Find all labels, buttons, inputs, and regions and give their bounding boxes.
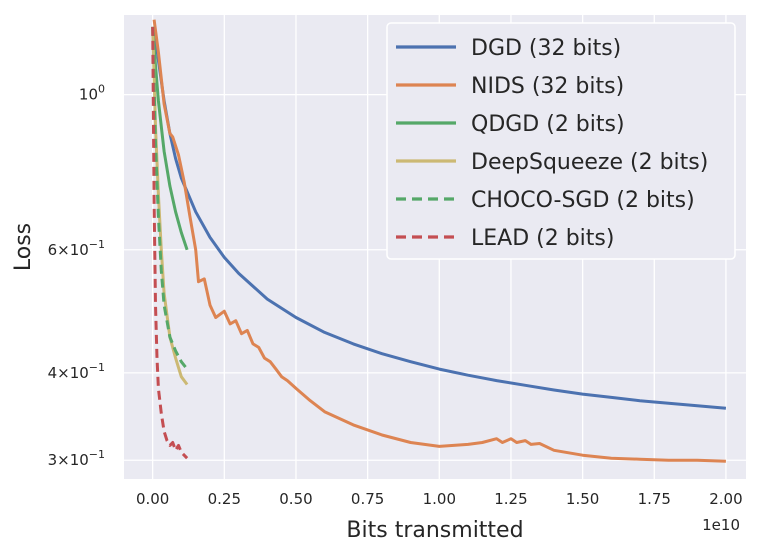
legend-label: NIDS (32 bits) — [471, 74, 624, 99]
y-tick-label: 4×10−1 — [48, 361, 105, 382]
y-tick-label: 6×10−1 — [48, 238, 105, 259]
series-line-lead-2-bits — [151, 26, 189, 460]
y-tick-label: 100 — [79, 83, 105, 104]
legend-label: LEAD (2 bits) — [471, 226, 614, 251]
series-line-dgd-32-bits — [152, 26, 727, 410]
legend: DGD (32 bits) NIDS (32 bits) QDGD (2 bits)… — [386, 22, 736, 260]
x-tick-label: 0.50 — [279, 490, 312, 508]
legend-box — [386, 22, 736, 260]
x-tick-label: 0.25 — [208, 490, 241, 508]
x-offset-text: 1e10 — [702, 516, 740, 534]
y-axis-title: Loss — [11, 223, 36, 271]
legend-label: DeepSqueeze (2 bits) — [471, 150, 708, 175]
y-tick-label: 3×10−1 — [48, 448, 105, 469]
series-line-choco-sgd-2-bits — [151, 26, 189, 371]
series-line-nids-32-bits — [152, 19, 726, 463]
legend-label: QDGD (2 bits) — [471, 112, 625, 137]
x-tick-label: 1.75 — [638, 490, 671, 508]
x-tick-label: 1.25 — [494, 490, 527, 508]
x-tick-label: 1.50 — [566, 490, 599, 508]
y-tick-labels: 100 6×10−1 4×10−1 3×10−1 — [48, 83, 105, 470]
series-line-qdgd-2-bits — [151, 26, 189, 251]
series-group — [151, 19, 727, 463]
x-tick-label: 2.00 — [709, 490, 742, 508]
x-tick-label: 0.00 — [136, 490, 169, 508]
x-tick-labels: 0.00 0.25 0.50 0.75 1.00 1.25 1.50 1.75 2.00 — [136, 490, 743, 508]
legend-label: DGD (32 bits) — [471, 36, 621, 61]
x-tick-label: 0.75 — [351, 490, 384, 508]
legend-label: CHOCO-SGD (2 bits) — [471, 188, 695, 213]
x-axis-title: Bits transmitted — [346, 518, 523, 543]
x-tick-label: 1.00 — [423, 490, 456, 508]
